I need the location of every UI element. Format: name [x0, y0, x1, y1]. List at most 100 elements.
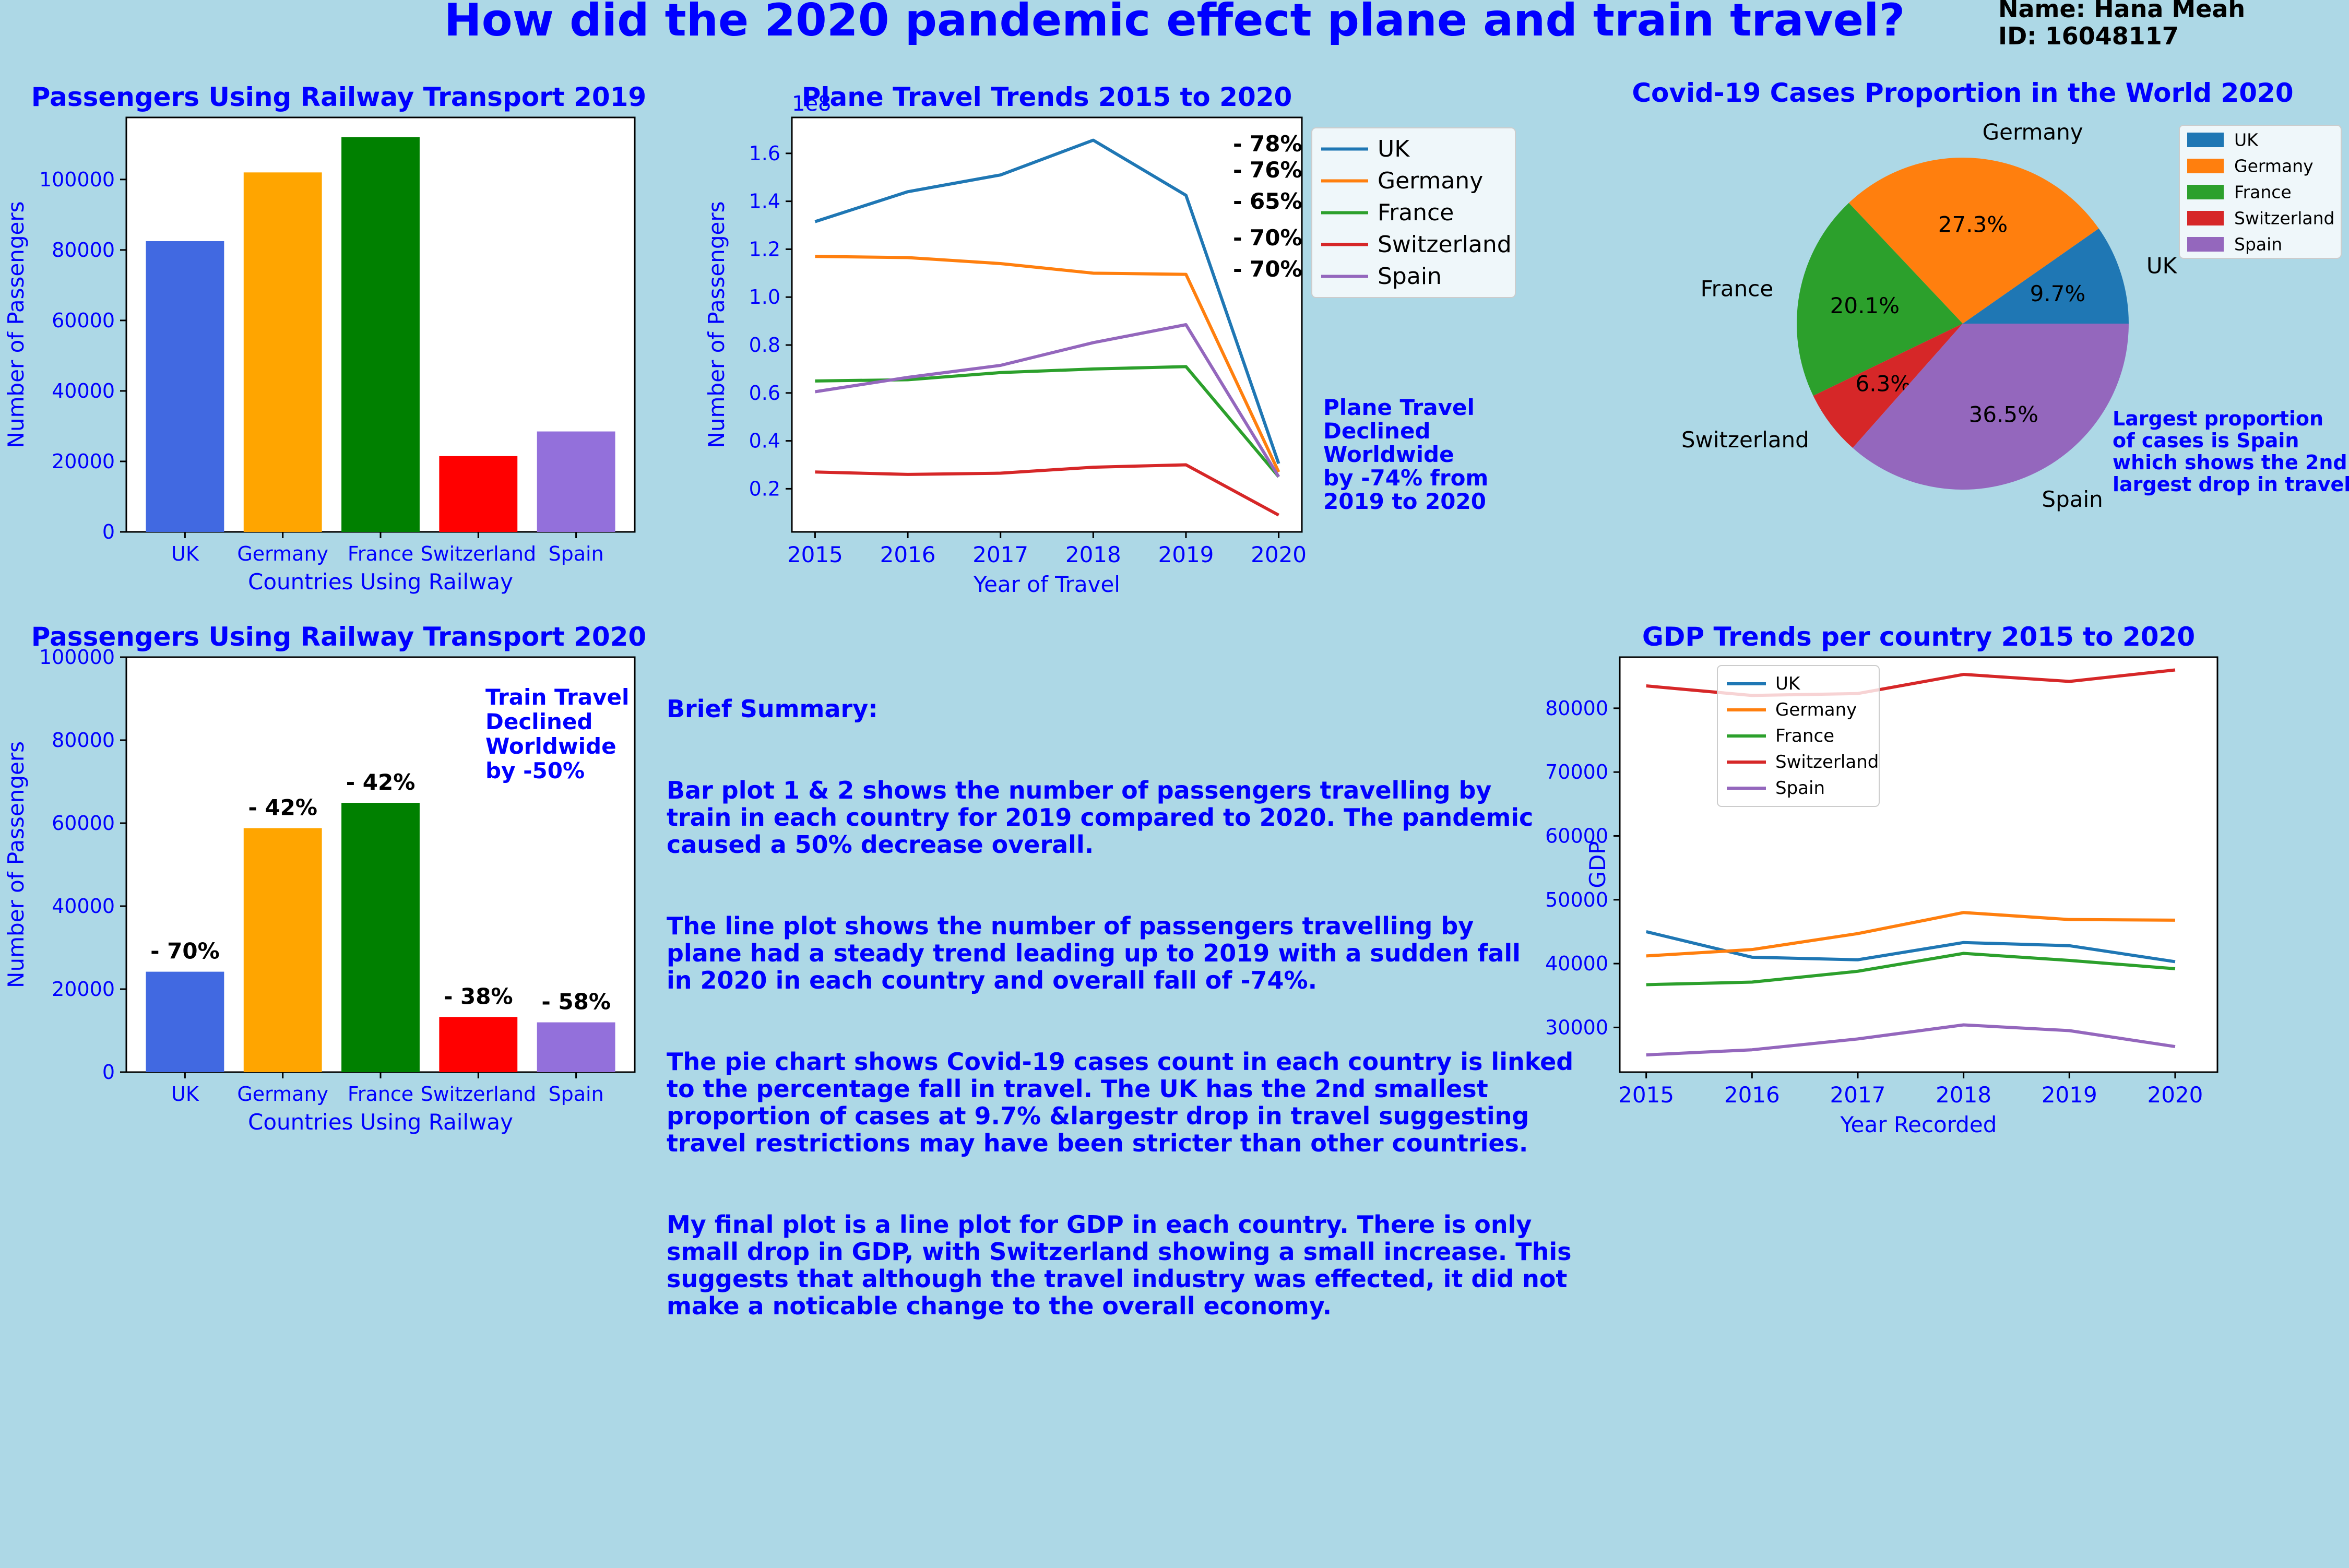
y-tick-label: 40000 — [52, 379, 115, 402]
x-tick-label: UK — [171, 1083, 199, 1106]
legend-label: Germany — [2234, 156, 2314, 176]
covid-annotation-line: which shows the 2nd — [2113, 451, 2347, 474]
bar-value-label: - 38% — [444, 983, 513, 1009]
pie-pct-label: 6.3% — [1856, 371, 1912, 397]
series-line-switzerland — [815, 463, 1280, 517]
plane-drop-label: - 70% — [1233, 256, 1302, 282]
y-tick-label: 0.2 — [749, 477, 780, 500]
plane-title: Plane Travel Trends 2015 to 2020 — [802, 82, 1292, 112]
x-tick-label: 2018 — [1065, 542, 1121, 567]
covid-title: Covid-19 Cases Proportion in the World 2… — [1632, 78, 2293, 108]
rail2019-bars: UK Germany France Switzerland Spain — [146, 137, 615, 565]
rail2020-annotation-line: by -50% — [485, 758, 585, 783]
y-tick-label: 60000 — [52, 309, 115, 332]
summary-paragraph-2: The line plot shows the number of passen… — [667, 912, 1521, 994]
bar-value-label: - 42% — [248, 795, 317, 821]
legend-label: France — [1378, 199, 1454, 226]
y-tick-label: 30000 — [1545, 1016, 1608, 1039]
x-tick-label: Switzerland — [420, 1083, 536, 1106]
covid-annotation-line: Largest proportion — [2113, 407, 2323, 430]
gdp-x-ticks: 2015 2016 2017 2018 2019 2020 — [1618, 1072, 2203, 1108]
series-line-spain — [1646, 1023, 2176, 1056]
bar-switzerland — [439, 1017, 518, 1072]
legend-label: UK — [1378, 136, 1410, 162]
covid-annotation-line: of cases is Spain — [2113, 429, 2299, 452]
y-tick-label: 0.8 — [749, 334, 780, 357]
gdp-series — [1645, 668, 2176, 1056]
pie-label: Spain — [2042, 486, 2103, 512]
plane-annotation-line: 2019 to 2020 — [1323, 489, 1486, 514]
plane-annotation-line: Declined — [1323, 418, 1431, 444]
covid-pie: UK 9.7% Germany 27.3% France 20.1% Switzerland… — [1681, 120, 2178, 512]
y-tick-label: 80000 — [52, 239, 115, 262]
legend-swatch — [2187, 185, 2224, 199]
y-tick-label: 1.2 — [749, 237, 780, 260]
rail2020-title: Passengers Using Railway Transport 2020 — [31, 622, 646, 652]
x-tick-label: 2015 — [787, 542, 843, 567]
series-line-france — [1646, 952, 2176, 987]
summary-title: Brief Summary: — [667, 695, 878, 723]
pie-label: France — [1701, 276, 1774, 302]
y-tick-label: 20000 — [52, 450, 115, 473]
gdp-y-label: GDP — [1585, 841, 1610, 888]
bar-value-label: - 42% — [346, 769, 416, 795]
x-tick-label: 2016 — [1724, 1082, 1780, 1108]
bar-switzerland — [439, 456, 518, 532]
plane-annotation-line: by -74% from — [1323, 465, 1488, 491]
bar-uk — [146, 971, 224, 1072]
plane-plot-area — [791, 116, 1303, 533]
series-line-spain — [814, 323, 1280, 478]
x-tick-label: 2019 — [1158, 542, 1214, 567]
legend-box — [1311, 127, 1516, 298]
legend-label: UK — [2234, 130, 2259, 150]
legend-label: Spain — [1378, 263, 1442, 290]
bar-spain — [537, 431, 615, 532]
pie-slice-uk — [1963, 228, 2129, 324]
y-tick-label: 0 — [102, 1061, 115, 1084]
pie-label: UK — [2146, 253, 2178, 279]
plane-offset-label: 1e8 — [792, 92, 832, 116]
y-tick-label: 50000 — [1545, 888, 1608, 911]
bar-spain — [537, 1022, 615, 1072]
x-tick-label: 2020 — [1251, 542, 1307, 567]
legend-label: Switzerland — [2234, 208, 2335, 229]
plane-y-ticks: 0.2 0.4 0.6 0.8 1.0 1.2 1.4 1.6 — [749, 142, 792, 500]
x-tick-label: Germany — [237, 542, 328, 565]
bar-value-label: - 70% — [150, 939, 220, 964]
legend-swatch — [2187, 133, 2224, 147]
legend-label: Spain — [2234, 234, 2282, 255]
rail2019-y-label: Number of Passengers — [3, 201, 29, 448]
legend-label: UK — [1775, 673, 1801, 694]
y-tick-label: 80000 — [1545, 697, 1608, 720]
legend-label: Germany — [1775, 699, 1857, 720]
pie-slice-spain — [1853, 324, 2129, 490]
y-tick-label: 80000 — [52, 729, 115, 752]
gdp-legend: UK Germany France Switzerland Spain — [1717, 665, 1880, 807]
rail2019-x-label: Countries Using Railway — [248, 569, 513, 595]
plane-x-label: Year of Travel — [973, 572, 1120, 597]
y-tick-label: 1.6 — [749, 142, 780, 165]
plane-y-label: Number of Passengers — [704, 201, 729, 448]
y-tick-label: 60000 — [52, 812, 115, 835]
covid-annotation-line: largest drop in travel — [2113, 473, 2349, 496]
y-tick-label: 40000 — [52, 895, 115, 918]
legend-label: Switzerland — [1775, 752, 1879, 773]
bar-germany — [243, 172, 322, 532]
bar-germany — [243, 828, 322, 1072]
y-tick-label: 20000 — [52, 978, 115, 1001]
rail2020-annotation-line: Worldwide — [485, 733, 616, 759]
bar-value-label: - 58% — [541, 989, 611, 1015]
rail2020-y-ticks: 0 20000 40000 60000 80000 100000 — [39, 646, 126, 1084]
plane-drop-label: - 70% — [1233, 225, 1302, 251]
x-tick-label: 2016 — [880, 542, 936, 567]
pie-slice-switzerland — [1813, 324, 1963, 448]
plane-annotation-line: Plane Travel — [1323, 395, 1475, 420]
brief-summary: Brief Summary: Bar plot 1 & 2 shows the … — [667, 668, 1606, 1374]
series-line-germany — [1646, 911, 2175, 958]
covid-legend: UK Germany France Switzerland Spain — [2179, 125, 2342, 259]
pie-slice-france — [1797, 203, 1963, 396]
